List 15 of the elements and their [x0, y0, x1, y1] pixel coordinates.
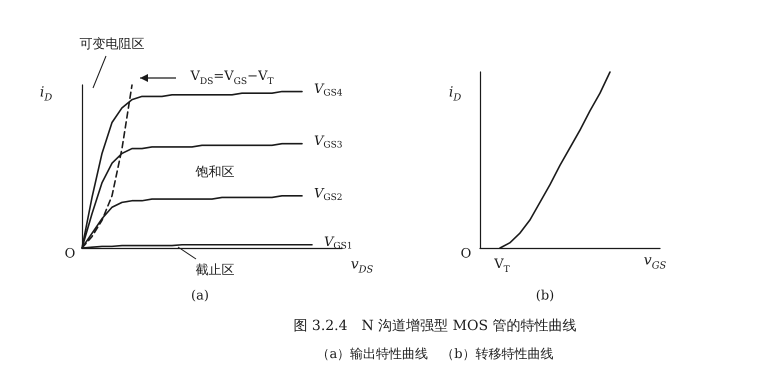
text: （a）输出特性曲线 （b）转移特性曲线: [316, 346, 554, 363]
text: V$_{T}$: [494, 257, 510, 275]
text: (a): [191, 288, 209, 304]
y-axis-title: i$_{D}$: [40, 84, 52, 104]
annotation: 饱和区: [196, 164, 234, 181]
text: O: [64, 246, 76, 262]
annotation: V$_{DS}$=V$_{GS}$−V$_{T}$: [190, 69, 274, 87]
text: 图 3.2.4 N 沟道增强型 MOS 管的特性曲线: [293, 317, 577, 335]
text: 可变电阻区: [80, 36, 144, 53]
y-axis-title: i$_{D}$: [448, 84, 462, 104]
x-axis-title: v$_{GS}$: [644, 252, 666, 272]
text: (b): [536, 288, 554, 304]
text: 截止区: [196, 262, 234, 279]
x-axis-title: v$_{DS}$: [350, 256, 374, 276]
text: O: [460, 246, 472, 262]
